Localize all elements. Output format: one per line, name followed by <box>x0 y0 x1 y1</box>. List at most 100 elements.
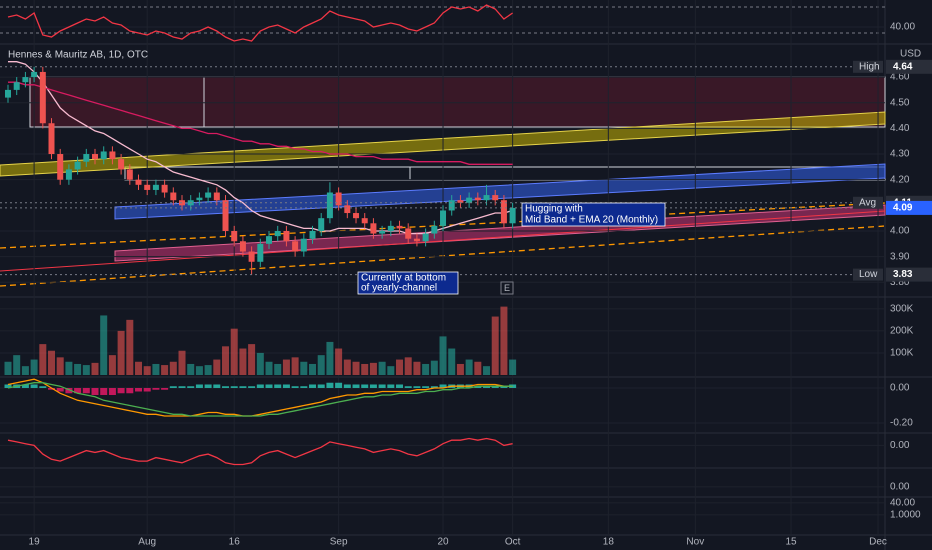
candle-body <box>152 184 159 190</box>
candle-body <box>266 236 273 244</box>
indicator-line <box>7 378 513 417</box>
x-tick-label: Aug <box>138 537 156 548</box>
histogram-bar <box>256 384 264 388</box>
histogram-bar <box>169 386 177 388</box>
histogram-bar <box>439 384 447 388</box>
volume-bar <box>117 330 125 375</box>
histogram-bar <box>126 387 134 394</box>
volume-bar <box>82 365 90 375</box>
volume-bar <box>48 350 56 375</box>
volume-bar <box>161 365 169 375</box>
volume-bar <box>239 348 247 375</box>
blue-channel <box>114 163 886 220</box>
annotation: Hugging with Mid Band + EMA 20 (Monthly)… <box>357 202 666 295</box>
x-tick-label: 19 <box>29 537 41 548</box>
histogram-bar <box>422 386 430 388</box>
volume-bar <box>404 357 412 375</box>
histogram-bar <box>248 386 256 388</box>
indicator-line <box>7 382 513 417</box>
candle-body <box>118 159 125 170</box>
histogram-bar <box>413 386 421 388</box>
candle-body <box>413 238 420 242</box>
currency: USD <box>900 49 921 60</box>
histogram-bar <box>204 384 212 388</box>
indicator-line <box>8 81 513 165</box>
price-marker-value: 4.64 <box>893 61 913 72</box>
candle-body <box>422 233 429 242</box>
candle-body <box>344 205 351 214</box>
histogram-bar <box>369 384 377 388</box>
volume-bar <box>265 361 273 375</box>
annotation-text: Hugging with <box>525 204 583 215</box>
histogram-bar <box>265 384 273 388</box>
histogram-bar <box>352 384 360 388</box>
histogram-bar <box>230 386 238 388</box>
histogram-bar <box>213 384 221 388</box>
y-tick-label: 0.00 <box>890 383 910 394</box>
y-tick-label: 0.00 <box>890 482 910 493</box>
x-tick-label: 18 <box>603 537 615 548</box>
indicator-line <box>7 437 513 466</box>
candle-body <box>83 154 90 162</box>
y-tick-label: 4.20 <box>890 174 910 185</box>
annotation-text: Currently at bottom <box>361 273 446 284</box>
volume-bar <box>361 363 369 375</box>
candle-body <box>222 200 229 231</box>
candle-body <box>231 230 238 242</box>
candle-body <box>509 207 516 224</box>
histogram-bar <box>135 387 143 392</box>
histogram-bar <box>500 386 508 388</box>
candle-body <box>92 154 99 160</box>
volume-bar <box>74 363 82 375</box>
histogram-bar <box>396 384 404 388</box>
candle-body <box>213 192 220 201</box>
candle-body <box>196 197 203 201</box>
volume-bar <box>187 363 195 375</box>
histogram-bar <box>100 387 108 396</box>
volume-bar <box>230 328 238 375</box>
y-tick-label: -0.20 <box>890 418 913 429</box>
candle-body <box>31 71 38 78</box>
candle-body <box>396 225 403 229</box>
histogram-bar <box>300 386 308 388</box>
histogram-bar <box>143 387 151 392</box>
price-marker-label: High <box>859 61 880 72</box>
histogram-bar <box>4 384 12 388</box>
volume-bar <box>378 361 386 375</box>
volume-bar <box>256 352 264 375</box>
candle-body <box>500 200 507 224</box>
candle-body <box>161 184 168 193</box>
candle-body <box>335 192 342 206</box>
candle-body <box>74 161 81 170</box>
candle-body <box>179 200 186 206</box>
x-tick-label: 15 <box>785 537 797 548</box>
histogram-bar <box>178 386 186 388</box>
y-tick-label: 40.00 <box>890 22 915 33</box>
volume-bar <box>439 336 447 375</box>
x-tick-label: Nov <box>686 537 704 548</box>
volume-bar <box>204 365 212 375</box>
volume-bar <box>396 359 404 375</box>
volume-bar <box>213 359 221 375</box>
candle-body <box>135 179 142 185</box>
volume-bar <box>135 361 143 375</box>
histogram-bar <box>378 384 386 388</box>
volume-bar <box>352 361 360 375</box>
candle-body <box>379 230 386 234</box>
volume-bar <box>195 366 203 375</box>
histogram-bar <box>65 387 73 394</box>
volume-bar <box>152 363 160 375</box>
volume-bar <box>448 348 456 375</box>
price-marker-label-box <box>853 60 883 73</box>
histogram-bar <box>30 384 38 388</box>
candle-body <box>5 89 12 98</box>
volume-bar <box>491 316 499 375</box>
histogram-bar <box>430 386 438 388</box>
indicator-line <box>8 61 513 235</box>
candle-body <box>48 123 55 155</box>
candle-body <box>22 77 29 83</box>
price-marker-value-box <box>886 267 932 282</box>
candle-body <box>109 151 116 160</box>
